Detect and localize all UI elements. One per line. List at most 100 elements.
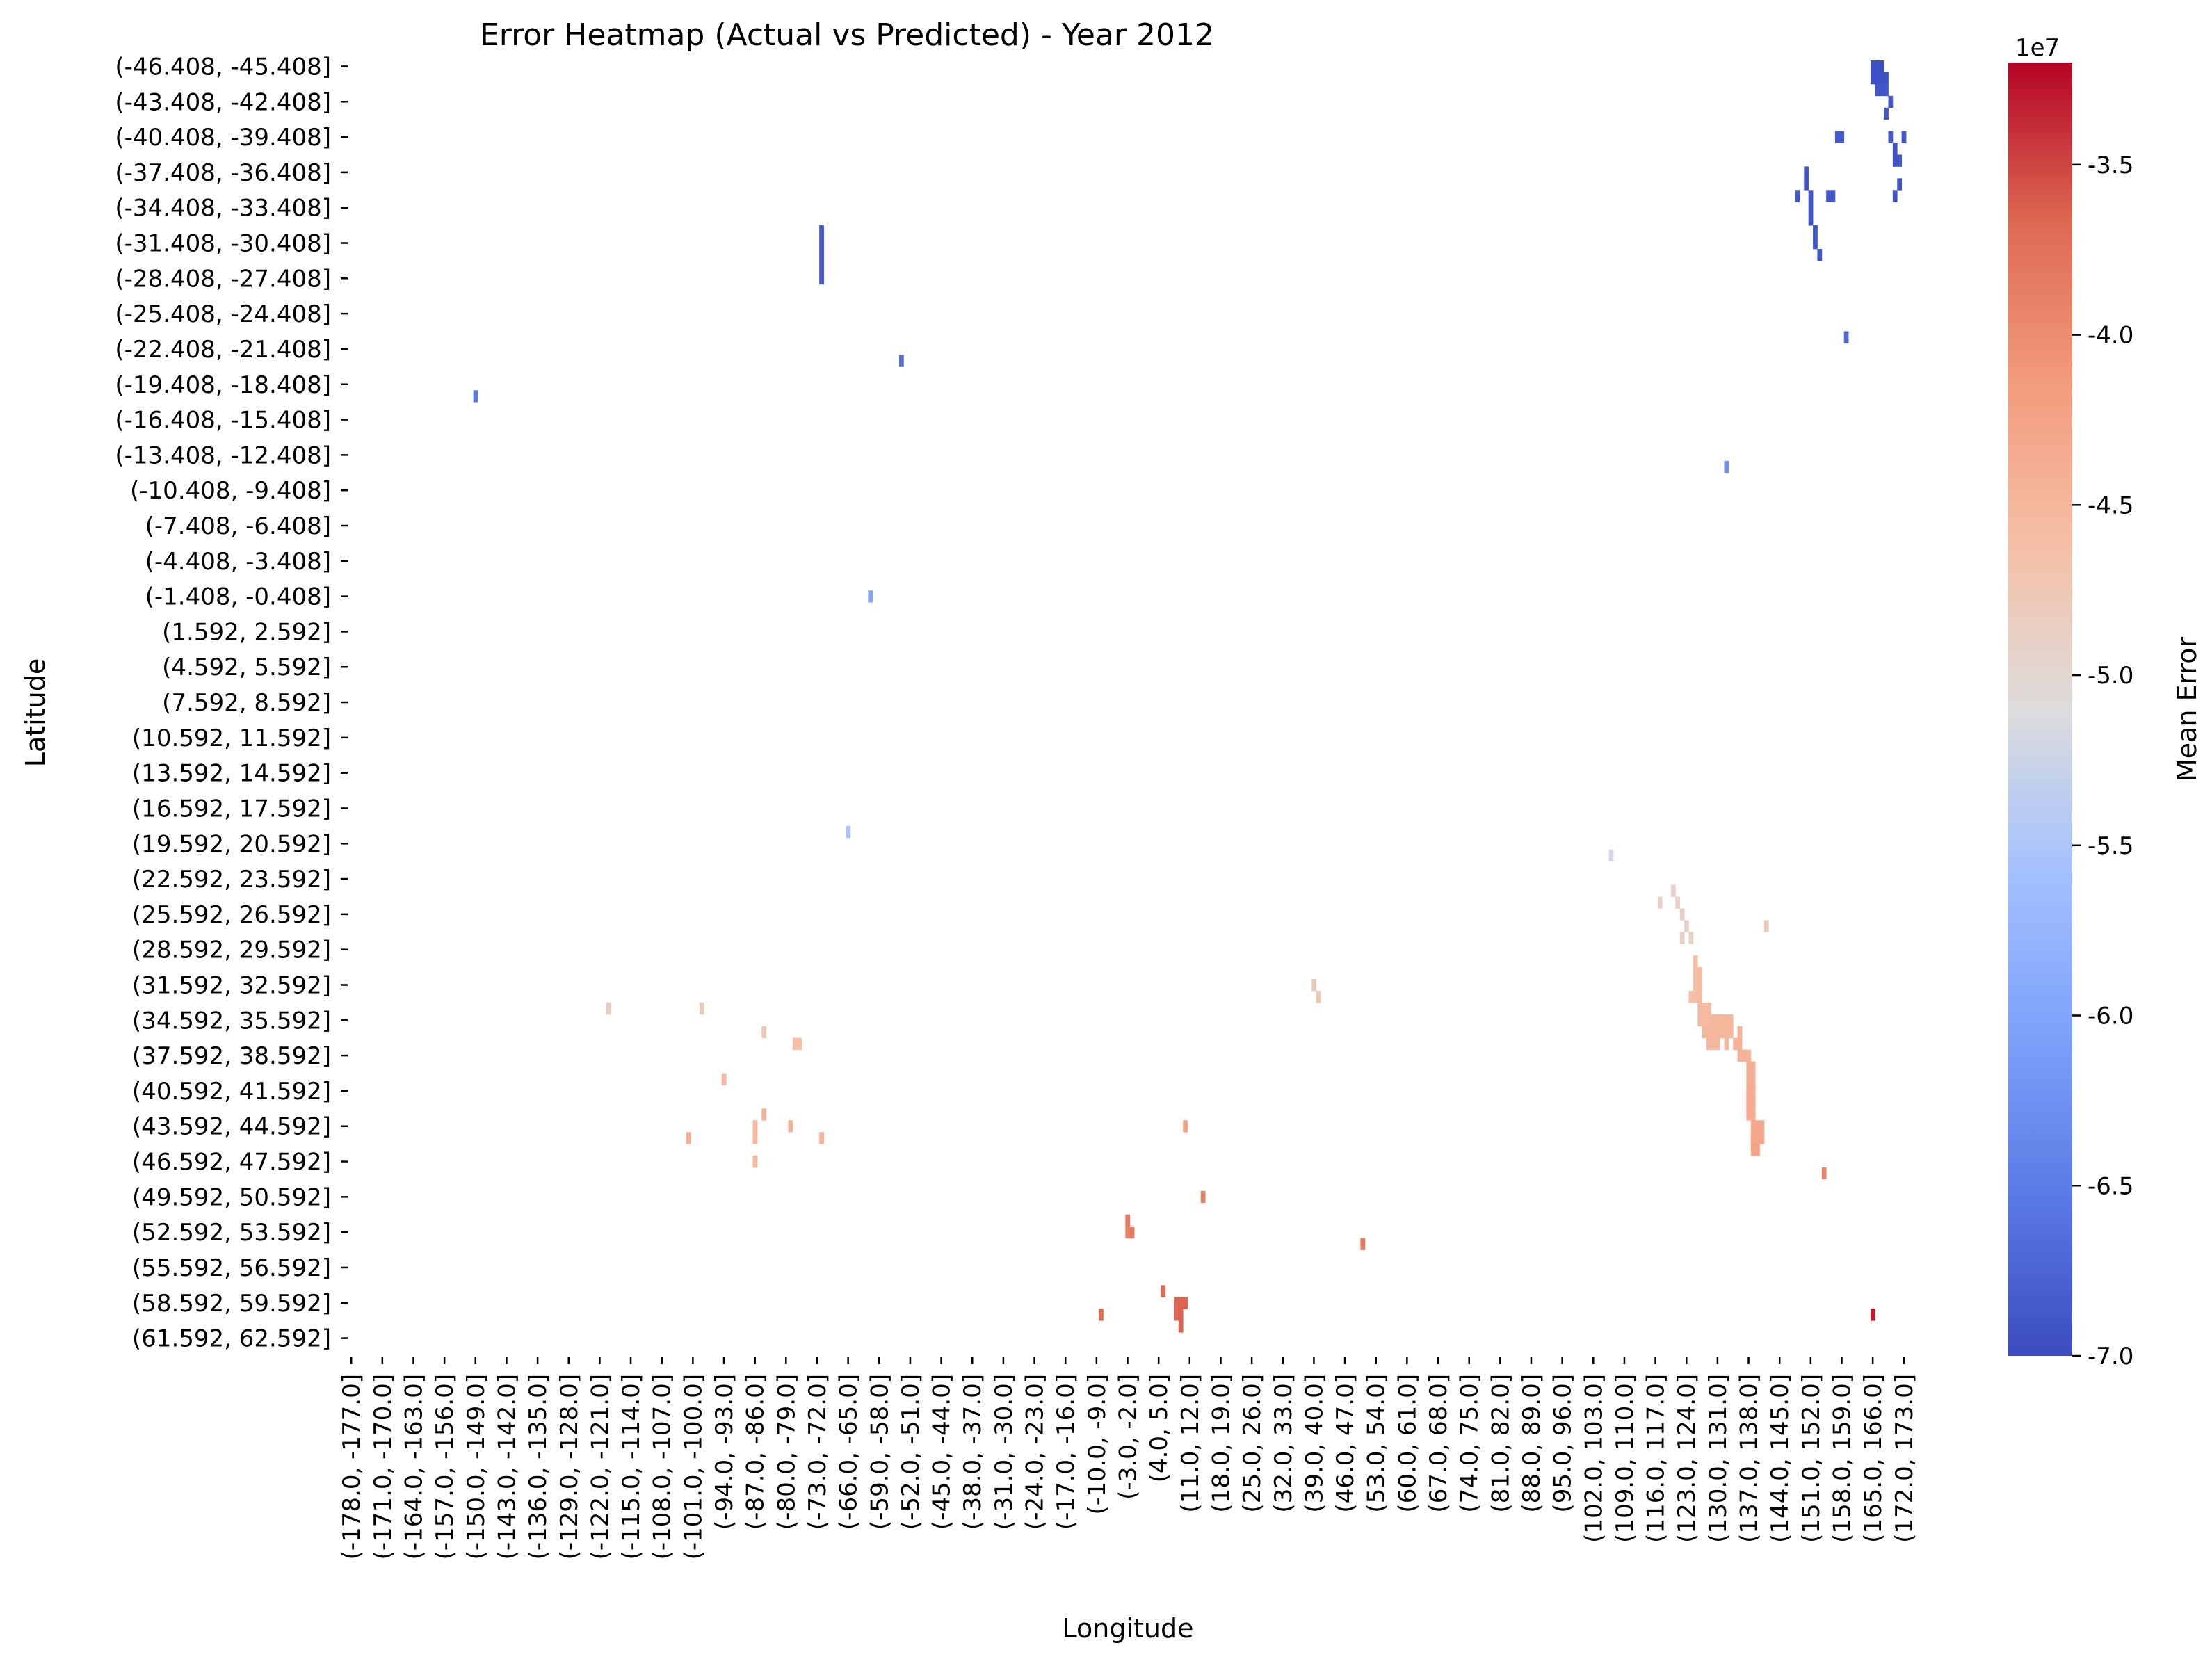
x-tick-label: (-87.0, -86.0]: [742, 1374, 770, 1530]
heatmap-cell: [1200, 1190, 1206, 1204]
heatmap-cell: [846, 825, 851, 839]
heatmap-cell: [1679, 932, 1685, 944]
heatmap-cell: [1888, 95, 1894, 108]
heatmap-cell: [1901, 131, 1907, 143]
heatmap-cell: [1706, 1037, 1720, 1051]
heatmap-cell: [1826, 190, 1831, 202]
heatmap-cell: [1834, 131, 1845, 143]
y-tick-label: (-31.408, -30.408]: [115, 230, 331, 258]
heatmap-cell: [1697, 967, 1702, 1003]
heatmap-cell: [1688, 932, 1694, 944]
heatmap-cell: [1870, 60, 1884, 73]
heatmap-cell: [1892, 143, 1898, 155]
chart-title: Error Heatmap (Actual vs Predicted) - Ye…: [480, 17, 1214, 53]
x-tick-label: (-3.0, -2.0]: [1115, 1374, 1143, 1500]
heatmap-cell: [1892, 154, 1903, 167]
x-tick-label: (172.0, 173.0]: [1891, 1374, 1919, 1543]
y-tick-label: (25.592, 26.592]: [132, 901, 331, 929]
y-axis-ticks: (-46.408, -45.408] (-43.408, -42.408] (-40…: [115, 53, 348, 1353]
x-tick-label: (-45.0, -44.0]: [928, 1374, 956, 1530]
x-tick-label: (-24.0, -23.0]: [1022, 1374, 1049, 1530]
heatmap-cell: [1897, 178, 1903, 191]
heatmap-cell: [1702, 1026, 1720, 1039]
heatmap-cell: [1808, 213, 1814, 226]
x-tick-label: (-136.0, -135.0]: [524, 1374, 552, 1560]
x-tick-label: (123.0, 124.0]: [1673, 1374, 1701, 1543]
y-tick-label: (31.592, 32.592]: [132, 972, 331, 1000]
y-tick-label: (16.592, 17.592]: [132, 795, 331, 823]
heatmap-cell: [1099, 1309, 1104, 1321]
heatmap-cell: [721, 1073, 727, 1085]
heatmap-cell: [1884, 83, 1889, 97]
heatmap-cell: [1795, 190, 1800, 202]
heatmap-cell: [1892, 190, 1898, 202]
x-tick-label: (46.0, 47.0]: [1332, 1374, 1359, 1513]
heatmap-cell: [1733, 1037, 1738, 1051]
y-tick-label: (13.592, 14.592]: [132, 760, 331, 788]
colorbar-tick-label: -4.5: [2088, 492, 2133, 519]
heatmap-cell: [1311, 979, 1317, 992]
x-tick-label: (165.0, 166.0]: [1859, 1374, 1887, 1543]
x-tick-label: (-94.0, -93.0]: [711, 1374, 738, 1530]
x-tick-label: (95.0, 96.0]: [1549, 1374, 1577, 1513]
heatmap-cell: [1316, 990, 1321, 1003]
x-tick-label: (4.0, 5.0]: [1145, 1374, 1173, 1482]
heatmap-cell: [1724, 1037, 1729, 1051]
x-tick-label: (-73.0, -72.0]: [804, 1374, 832, 1530]
y-tick-label: (46.592, 47.592]: [132, 1149, 331, 1176]
x-tick-label: (158.0, 159.0]: [1829, 1374, 1857, 1543]
x-tick-label: (-59.0, -58.0]: [866, 1374, 894, 1530]
y-tick-label: (58.592, 59.592]: [132, 1290, 331, 1318]
colorbar-tick-label: -5.5: [2088, 832, 2133, 860]
heatmap-cell: [1746, 1085, 1756, 1121]
y-tick-label: (-34.408, -33.408]: [115, 195, 331, 222]
heatmap-cell: [1830, 190, 1836, 202]
heatmap-cell: [1813, 225, 1818, 238]
heatmap-cell: [1675, 896, 1681, 909]
heatmap-cell: [1821, 1167, 1827, 1180]
heatmap-cell: [1724, 460, 1729, 474]
x-tick-label: (-143.0, -142.0]: [494, 1374, 522, 1560]
x-axis-ticks: (-178.0, -177.0] (-171.0, -170.0] (-164.0,…: [338, 1357, 1919, 1560]
y-tick-label: (-13.408, -12.408]: [115, 442, 331, 469]
heatmap-cell: [1870, 1309, 1875, 1321]
y-tick-label: (37.592, 38.592]: [132, 1042, 331, 1070]
heatmap-cell: [1813, 237, 1818, 250]
colorbar-tick-label: -7.0: [2088, 1343, 2133, 1370]
x-tick-label: (-10.0, -9.0]: [1083, 1374, 1111, 1514]
heatmap-cell: [868, 590, 873, 603]
x-tick-label: (11.0, 12.0]: [1177, 1374, 1204, 1513]
y-tick-label: (22.592, 23.592]: [132, 866, 331, 893]
x-tick-label: (-38.0, -37.0]: [959, 1374, 987, 1530]
heatmap-cell: [1737, 1026, 1743, 1062]
heatmap-cell: [686, 1132, 691, 1144]
heatmap-cell: [1843, 331, 1849, 343]
heatmap-cell: [1360, 1238, 1366, 1250]
x-tick-label: (-164.0, -163.0]: [401, 1374, 428, 1560]
x-tick-label: (-178.0, -177.0]: [338, 1374, 366, 1560]
heatmap-cell: [1875, 83, 1884, 97]
x-tick-label: (88.0, 89.0]: [1518, 1374, 1546, 1513]
heatmap-cell: [1697, 1002, 1711, 1027]
x-tick-label: (18.0, 19.0]: [1208, 1374, 1236, 1513]
y-tick-label: (-10.408, -9.408]: [130, 477, 331, 505]
x-tick-label: (-31.0, -30.0]: [990, 1374, 1018, 1530]
heatmap-cell: [1888, 131, 1894, 143]
y-tick-label: (-25.408, -24.408]: [115, 300, 331, 328]
heatmap-cell: [1174, 1297, 1188, 1309]
y-tick-label: (-1.408, -0.408]: [145, 583, 331, 611]
heatmap-cell: [1817, 248, 1823, 261]
y-tick-label: (-28.408, -27.408]: [115, 265, 331, 293]
heatmap-cell: [761, 1026, 767, 1039]
y-tick-label: (-46.408, -45.408]: [115, 53, 331, 81]
x-tick-label: (74.0, 75.0]: [1456, 1374, 1484, 1513]
y-tick-label: (-16.408, -15.408]: [115, 407, 331, 435]
colorbar: [2008, 63, 2072, 1356]
heatmap-cell: [1657, 896, 1663, 909]
y-tick-label: (61.592, 62.592]: [132, 1325, 331, 1353]
heatmap-cell: [1679, 908, 1685, 921]
x-tick-label: (-115.0, -114.0]: [617, 1374, 645, 1560]
heatmap-cell: [1183, 1120, 1188, 1133]
heatmap-cell: [1870, 72, 1889, 85]
